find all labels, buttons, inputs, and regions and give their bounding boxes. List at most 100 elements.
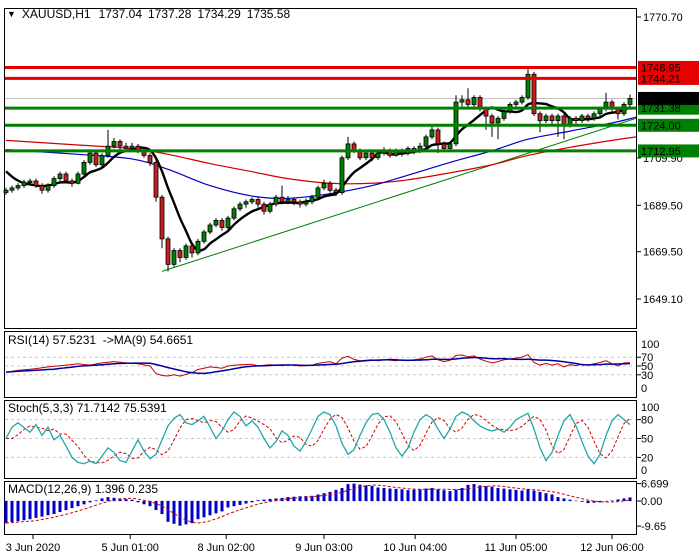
bull-candle-body xyxy=(453,101,459,145)
bear-candle-body xyxy=(261,203,267,212)
bear-candle-body xyxy=(165,238,171,265)
price-tick-label: 1669.50 xyxy=(643,247,683,259)
bear-candle-body xyxy=(279,196,285,203)
bull-candle-body xyxy=(579,115,585,121)
bear-candle-body xyxy=(39,185,45,191)
bull-candle-body xyxy=(81,161,87,175)
rsi-scale-label: 100 xyxy=(641,339,659,351)
resistance-price-label-box xyxy=(638,60,699,74)
support-price-label: 1724.00 xyxy=(641,120,681,132)
stoch-scale-label: 20 xyxy=(641,452,653,464)
symbol-dropdown-icon[interactable]: ▼ xyxy=(7,9,16,19)
bull-candle-body xyxy=(201,231,207,242)
price-tick-label: 1649.10 xyxy=(643,294,683,306)
macd-scale-label: -9.65 xyxy=(641,521,666,533)
time-tick-label: 9 Jun 03:00 xyxy=(295,542,353,554)
bear-candle-body xyxy=(33,180,39,186)
time-tick-label: 11 Jun 05:00 xyxy=(485,542,548,554)
bear-candle-body xyxy=(69,180,75,184)
bull-candle-body xyxy=(315,187,321,198)
rsi-line xyxy=(5,353,631,377)
bull-candle-body xyxy=(423,136,429,147)
bull-candle-body xyxy=(111,141,117,147)
bear-candle-body xyxy=(465,99,471,105)
bear-candle-body xyxy=(489,115,495,124)
support-price-label-box xyxy=(638,118,699,132)
bull-candle-body xyxy=(57,173,63,179)
bear-candle-body xyxy=(369,152,375,159)
main-price-chart[interactable] xyxy=(3,65,637,272)
bull-candle-body xyxy=(513,101,519,105)
chart-title: ▼ XAUUSD,H1 1737.04 1737.28 1734.29 1735… xyxy=(7,7,290,21)
time-tick-label: 10 Jun 04:00 xyxy=(383,542,447,554)
bull-candle-body xyxy=(303,201,309,205)
rsi-ma-line xyxy=(5,356,631,375)
bear-candle-body xyxy=(549,115,555,121)
macd-scale-label: 0.00 xyxy=(641,496,662,508)
bull-candle-body xyxy=(15,185,21,189)
bar-close-value: 1735.58 xyxy=(246,7,291,21)
bull-candle-body xyxy=(525,73,531,98)
bear-candle-body xyxy=(573,117,579,122)
rsi-scale-label: 50 xyxy=(641,361,653,373)
current-price-label: 1735.58 xyxy=(641,93,681,105)
bear-candle-body xyxy=(531,73,537,115)
bear-candle-body xyxy=(177,250,183,258)
time-tick-label: 5 Jun 01:00 xyxy=(101,542,159,554)
bull-candle-body xyxy=(99,155,105,166)
ma-medium-blue-line[interactable] xyxy=(5,116,637,200)
symbol-timeframe-label: XAUUSD,H1 xyxy=(21,7,91,21)
bar-open-value: 1737.04 xyxy=(98,7,142,21)
support-price-label: 1712.95 xyxy=(641,146,681,158)
stoch-indicator-label: Stoch(5,3,3) 71.7142 75.5391 xyxy=(8,401,167,415)
bear-candle-body xyxy=(435,129,441,145)
bull-candle-body xyxy=(51,178,57,187)
rsi-indicator-label: RSI(14) 57.5231 ->MA(9) 54.6651 xyxy=(8,333,194,347)
bear-candle-body xyxy=(291,199,297,203)
rsi-panel-border xyxy=(4,331,637,398)
bull-candle-body xyxy=(87,152,93,163)
resistance-price-label-box xyxy=(638,71,699,85)
macd-panel[interactable]: 6.699 0.00 -9.65 xyxy=(4,479,669,534)
bear-candle-body xyxy=(297,201,303,205)
stoch-panel-border xyxy=(4,400,637,479)
bull-candle-body xyxy=(285,199,291,203)
bear-candle-body xyxy=(219,219,225,228)
support-price-label-box xyxy=(638,144,699,158)
stoch-main-line xyxy=(5,411,631,465)
current-price-label-box xyxy=(638,91,699,105)
rsi-scale-label: 0 xyxy=(641,383,647,395)
macd-signal-line xyxy=(5,484,631,524)
bull-candle-body xyxy=(231,208,237,219)
bear-candle-body xyxy=(327,182,333,191)
stoch-scale-label: 80 xyxy=(641,415,653,427)
bull-candle-body xyxy=(3,189,9,193)
bull-candle-body xyxy=(519,97,525,103)
bull-candle-body xyxy=(249,199,255,203)
ascending-trendline[interactable] xyxy=(161,117,637,272)
stoch-scale-label: 0 xyxy=(641,465,647,477)
support-price-label: 1731.38 xyxy=(641,103,681,115)
price-axis[interactable]: 1770.701709.901689.501669.501649.101748.… xyxy=(637,12,699,306)
time-axis[interactable]: 3 Jun 2020 5 Jun 01:00 8 Jun 02:00 9 Jun 03… xyxy=(6,534,644,555)
main-price-panel-border xyxy=(4,8,637,329)
bull-candle-body xyxy=(501,111,507,119)
bar-low-value: 1734.29 xyxy=(197,7,241,21)
bull-candle-body xyxy=(171,250,177,265)
bull-candle-body xyxy=(459,99,465,103)
price-tick-label: 1770.70 xyxy=(643,12,683,24)
bull-candle-body xyxy=(627,98,633,105)
bear-candle-body xyxy=(153,161,159,198)
rsi-scale-label: 70 xyxy=(641,352,653,364)
bull-candle-body xyxy=(543,115,549,121)
bull-candle-body xyxy=(309,196,315,203)
bull-candle-body xyxy=(375,152,381,159)
bull-candle-body xyxy=(321,182,327,189)
resistance-price-label: 1744.21 xyxy=(641,73,681,85)
bull-candle-body xyxy=(27,180,33,184)
bull-candle-body xyxy=(363,152,369,159)
